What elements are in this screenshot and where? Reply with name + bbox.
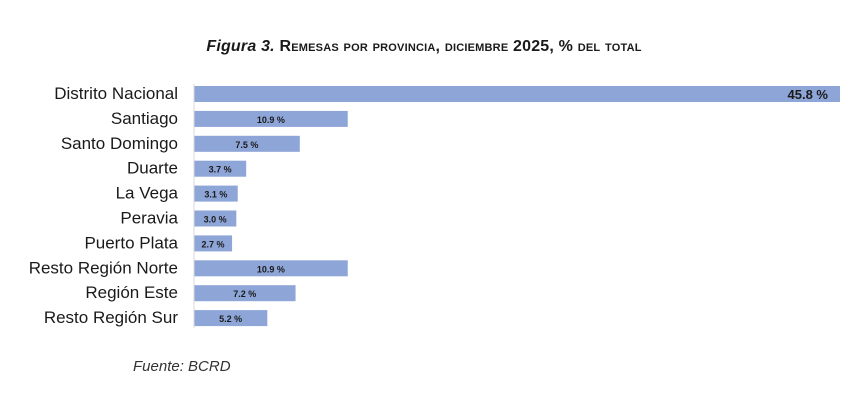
chart-title-text: Remesas por provincia, diciembre 2025, %… xyxy=(279,38,642,55)
chart-title: Figura 3. Remesas por provincia, diciemb… xyxy=(0,38,848,56)
source-note: Fuente: BCRD xyxy=(133,358,231,375)
bar-2 xyxy=(194,135,300,152)
category-label-4: La Vega xyxy=(116,184,179,203)
data-label-6: 2.7 % xyxy=(202,239,225,249)
category-label-0: Distrito Nacional xyxy=(54,84,178,103)
bar-6 xyxy=(194,235,233,252)
bar-8 xyxy=(194,285,296,302)
category-label-3: Duarte xyxy=(127,159,178,178)
category-label-7: Resto Región Norte xyxy=(29,258,178,277)
category-label-9: Resto Región Sur xyxy=(44,308,179,327)
data-label-8: 7.2 % xyxy=(233,289,256,299)
category-label-8: Región Este xyxy=(85,283,178,302)
bar-3 xyxy=(194,160,247,177)
category-label-6: Puerto Plata xyxy=(84,233,178,252)
category-label-2: Santo Domingo xyxy=(61,134,178,153)
category-label-1: Santiago xyxy=(111,109,178,128)
chart-title-prefix: Figura 3. xyxy=(206,38,275,55)
category-label-5: Peravia xyxy=(120,209,178,228)
data-label-9: 5.2 % xyxy=(219,314,242,324)
bar-5 xyxy=(194,210,237,227)
bar-4 xyxy=(194,185,238,202)
data-label-0: 45.8 % xyxy=(788,87,829,102)
data-label-3: 3.7 % xyxy=(209,165,232,175)
bar-0 xyxy=(194,86,840,102)
data-label-4: 3.1 % xyxy=(204,190,227,200)
bar-9 xyxy=(194,310,268,327)
bar-7 xyxy=(194,260,348,277)
data-label-1: 10.9 % xyxy=(257,115,285,125)
data-label-7: 10.9 % xyxy=(257,264,285,274)
bar-1 xyxy=(194,110,348,127)
data-label-2: 7.5 % xyxy=(235,140,258,150)
data-label-5: 3.0 % xyxy=(204,215,227,225)
